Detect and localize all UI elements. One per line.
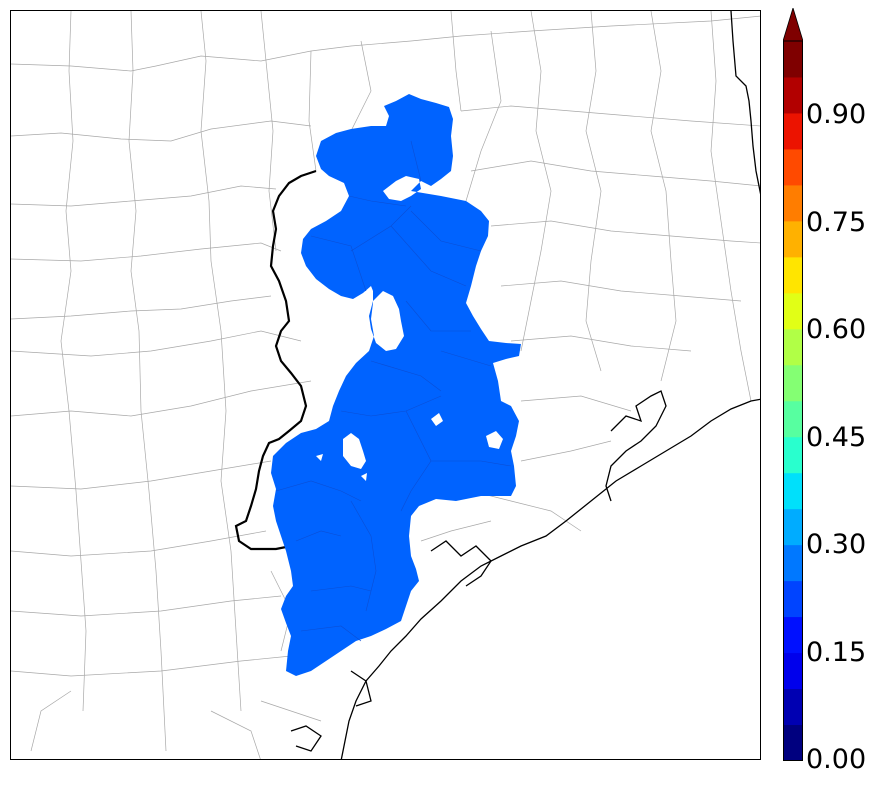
colorbar-segment (783, 616, 803, 654)
colorbar-segment (783, 400, 803, 438)
region-boundary (234, 169, 317, 551)
colorbar-extend-arrow (783, 8, 803, 42)
colorbar-segment (783, 220, 803, 258)
field-region-main (271, 94, 521, 676)
colorbar-segment (783, 436, 803, 474)
colorbar-segment (783, 184, 803, 222)
colorbar-tick-label-0: 0.00 (806, 744, 867, 775)
colorbar-segment (783, 508, 803, 546)
map-canvas (11, 11, 760, 759)
colorbar-segment (783, 76, 803, 114)
colorbar (783, 8, 803, 761)
colorbar-tick-label-4: 0.60 (806, 314, 867, 345)
colorbar-segment (783, 112, 803, 150)
county-boundaries (11, 11, 760, 759)
colorbar-tick-label-2: 0.30 (806, 529, 867, 560)
colorbar-segment (783, 364, 803, 402)
map-panel (10, 10, 761, 760)
colorbar-segment (783, 256, 803, 294)
colorbar-segment (783, 148, 803, 186)
colorbar-segment (783, 580, 803, 618)
probability-field (271, 94, 521, 676)
colorbar-segment (783, 292, 803, 330)
field-county-lines (275, 140, 512, 642)
colorbar-tick-label-3: 0.45 (806, 422, 867, 453)
colorbar-tick-label-5: 0.75 (806, 207, 867, 238)
colorbar-segment (783, 328, 803, 366)
colorbar-segment (783, 652, 803, 690)
colorbar-segment (783, 41, 803, 78)
colorbar-segment (783, 724, 803, 761)
colorbar-segment (783, 688, 803, 726)
coastline (290, 11, 760, 759)
colorbar-segment (783, 472, 803, 510)
colorbar-segment (783, 544, 803, 582)
colorbar-tick-label-1: 0.15 (806, 637, 867, 668)
colorbar-tick-label-6: 0.90 (806, 99, 867, 130)
